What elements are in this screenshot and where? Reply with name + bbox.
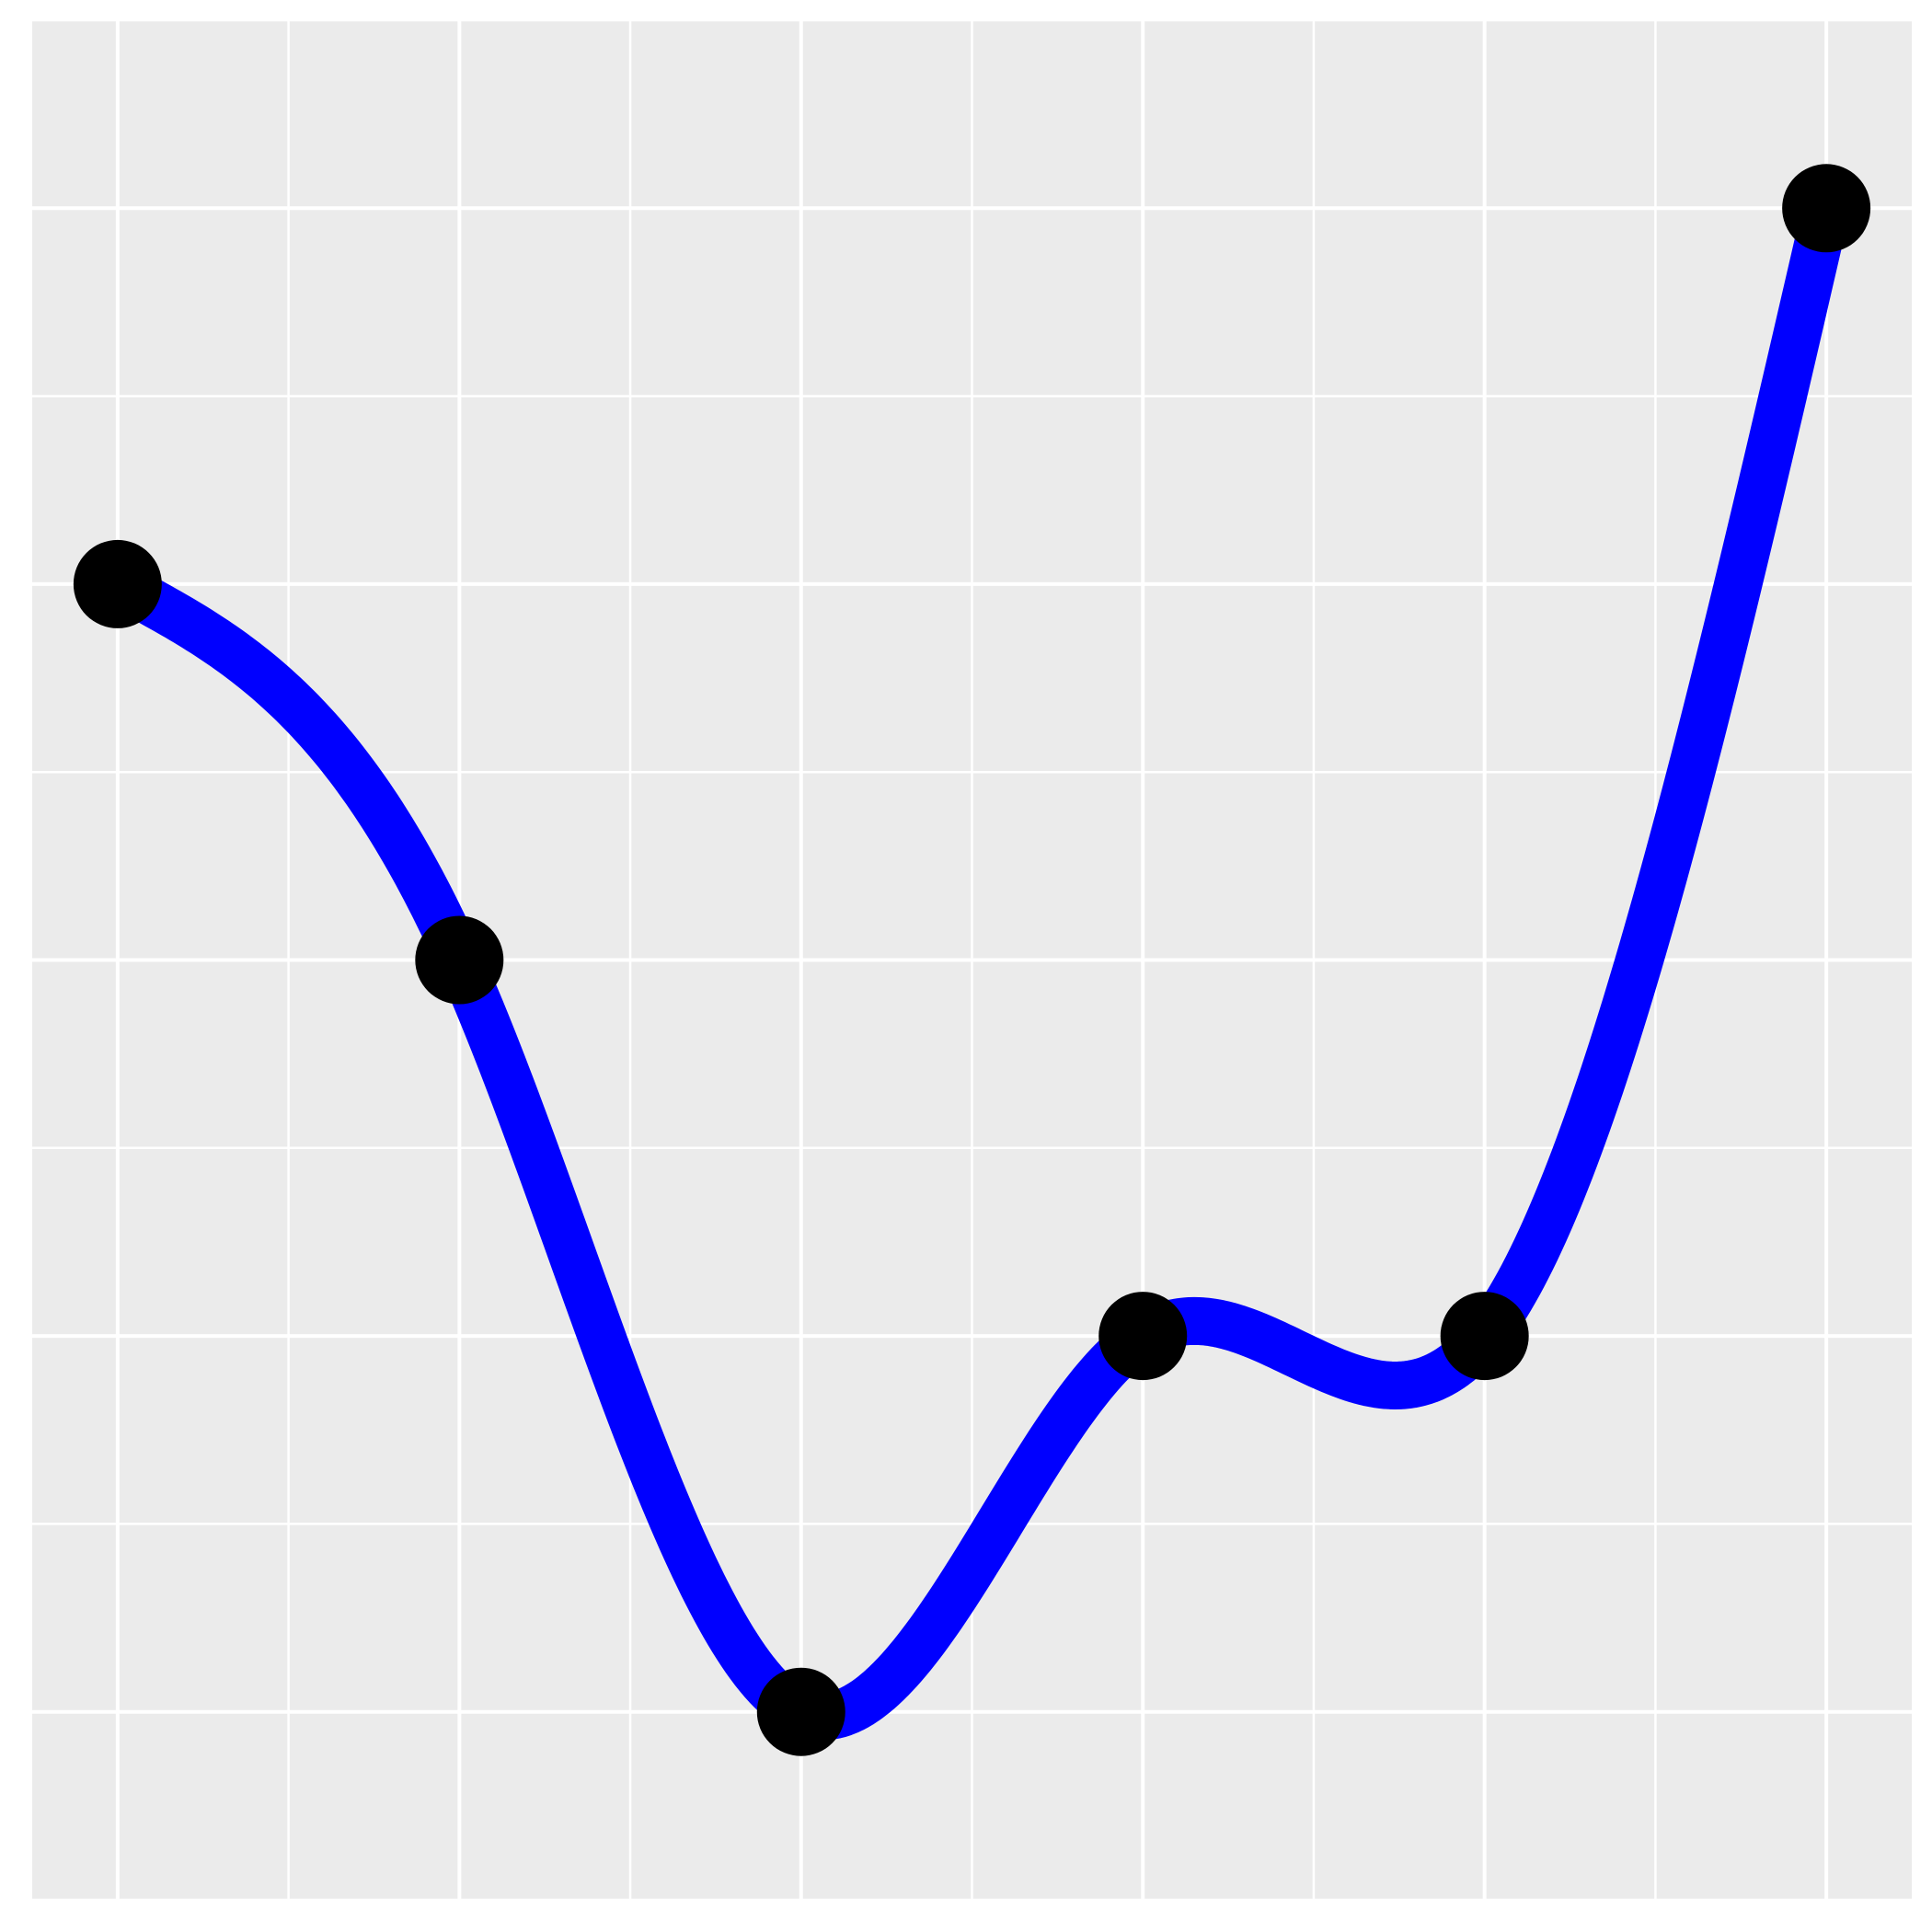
data-point bbox=[1098, 1292, 1188, 1381]
data-point bbox=[1440, 1292, 1529, 1381]
data-point bbox=[1782, 164, 1871, 253]
data-point bbox=[415, 915, 504, 1005]
major-grid bbox=[32, 20, 1912, 1900]
series-line bbox=[98, 202, 1850, 1741]
series-lines bbox=[98, 202, 1850, 1741]
data-point bbox=[756, 1667, 845, 1756]
data-point bbox=[73, 539, 162, 628]
series-points bbox=[73, 164, 1871, 1756]
